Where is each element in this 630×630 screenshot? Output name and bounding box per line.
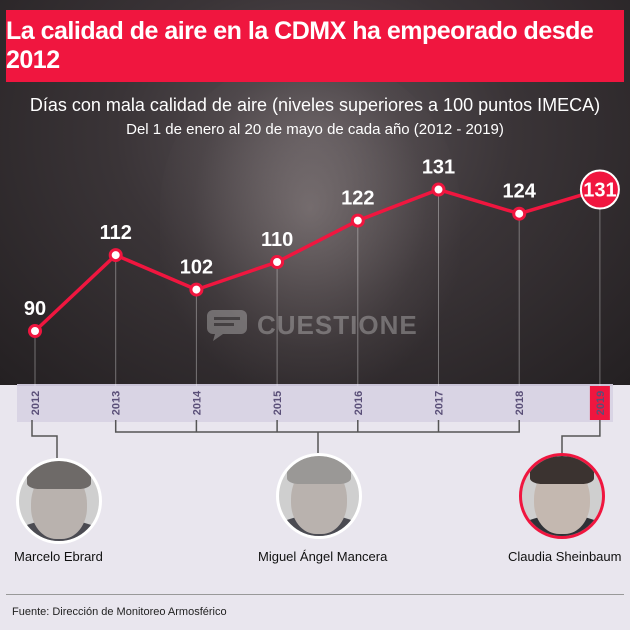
tick-label-2013: 2013 [111, 391, 123, 415]
data-point-2014 [189, 282, 204, 297]
tick-label-2018: 2018 [514, 391, 526, 415]
value-label-2016: 122 [341, 188, 374, 210]
avatar-miguel-angel-mancera [276, 453, 362, 539]
title-banner: La calidad de aire en la CDMX ha empeora… [6, 10, 624, 82]
data-point-2019 [579, 169, 620, 210]
avatar-marcelo-ebrard [16, 458, 102, 544]
value-label-2012: 90 [24, 298, 46, 320]
person-name-mancera: Miguel Ángel Mancera [258, 549, 388, 564]
tick-label-2019: 2019 [595, 391, 607, 415]
value-label-2015: 110 [261, 229, 293, 251]
avatar-claudia-sheinbaum [519, 453, 605, 539]
person-name-sheinbaum: Claudia Sheinbaum [508, 549, 622, 564]
tick-label-2015: 2015 [272, 391, 284, 415]
watermark-text: CUESTIONE [257, 309, 418, 340]
value-label-2017: 131 [422, 157, 455, 179]
tick-label-2014: 2014 [191, 390, 203, 415]
value-label-2018: 124 [503, 181, 537, 203]
bracket-sheinbaum [561, 420, 601, 453]
year-axis-band [17, 384, 613, 422]
value-label-2014: 102 [180, 257, 213, 279]
data-point-2018 [512, 206, 527, 221]
chart-title: La calidad de aire en la CDMX ha empeora… [6, 17, 594, 74]
series-line [33, 187, 601, 333]
line-chart: 90 112 102 110 122 131 124 131 2012 2013 2014 2015 2… [24, 157, 620, 458]
chat-bubble-icon [207, 310, 247, 341]
bracket-ebrard [31, 420, 58, 458]
chart-subtitle: Días con mala calidad de aire (niveles s… [29, 95, 601, 115]
bracket-mancera [114, 420, 520, 433]
source-note: Fuente: Dirección de Monitoreo Armosféri… [12, 606, 227, 618]
highlight-year-box [589, 386, 610, 420]
data-point-2012 [28, 324, 42, 338]
value-label-2013: 112 [100, 222, 132, 244]
tick-label-2016: 2016 [353, 391, 365, 415]
person-name-ebrard: Marcelo Ebrard [14, 549, 103, 564]
footer-divider [6, 594, 624, 595]
data-point-2016 [350, 213, 365, 228]
watermark: CUESTIONE [205, 305, 418, 345]
value-label-2019: 131 [583, 180, 616, 202]
chart-subtitle-2: Del 1 de enero al 20 de mayo de cada año… [126, 121, 504, 138]
background-figure [160, 60, 460, 390]
data-point-2013 [108, 248, 123, 263]
data-point-2015 [270, 255, 285, 269]
tick-label-2012: 2012 [30, 391, 42, 415]
data-point-2017 [431, 182, 446, 197]
tick-label-2017: 2017 [434, 391, 446, 415]
